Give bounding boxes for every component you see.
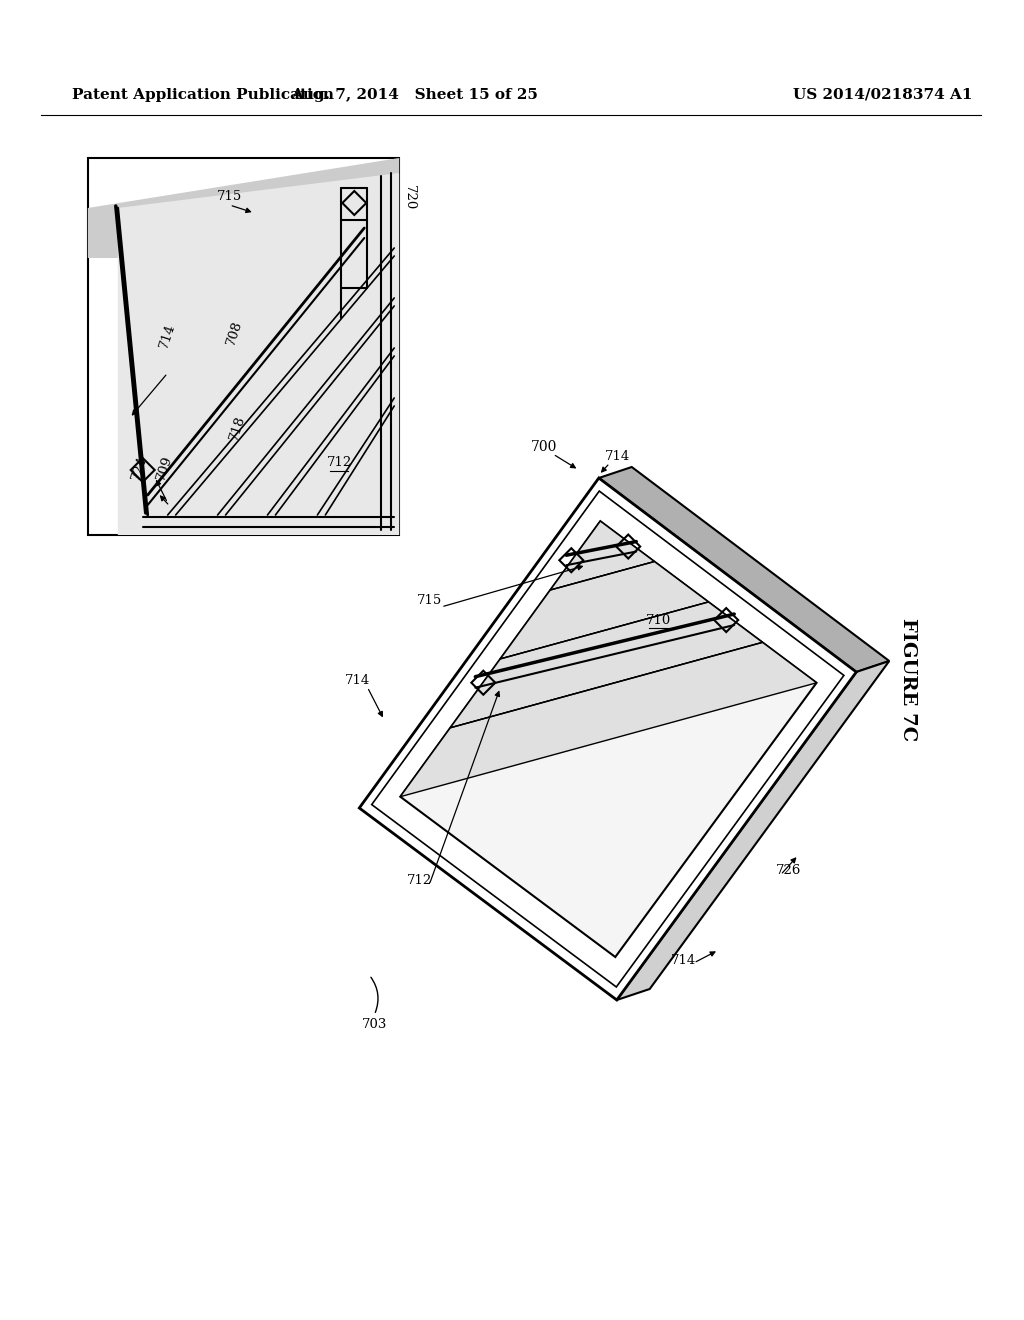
Text: 709: 709 <box>155 454 175 482</box>
Polygon shape <box>400 643 816 797</box>
Text: 726: 726 <box>776 863 801 876</box>
Polygon shape <box>359 478 856 1001</box>
Text: 700: 700 <box>530 440 557 454</box>
Text: 715: 715 <box>217 190 242 202</box>
Text: 708: 708 <box>224 319 245 347</box>
Text: 714: 714 <box>345 673 370 686</box>
Text: 712: 712 <box>407 874 432 887</box>
Text: US 2014/0218374 A1: US 2014/0218374 A1 <box>794 88 973 102</box>
Text: Patent Application Publication: Patent Application Publication <box>72 88 334 102</box>
Text: 715: 715 <box>417 594 441 606</box>
Bar <box>88 158 399 535</box>
Polygon shape <box>88 158 399 257</box>
Text: FIGURE 7C: FIGURE 7C <box>899 618 918 742</box>
Text: 714: 714 <box>158 322 178 350</box>
Text: 714: 714 <box>671 953 696 966</box>
Polygon shape <box>616 661 889 1001</box>
Polygon shape <box>400 521 816 957</box>
Text: 712: 712 <box>327 457 352 470</box>
Polygon shape <box>599 467 889 672</box>
Polygon shape <box>550 521 654 590</box>
Text: 714: 714 <box>605 450 631 462</box>
Text: 724: 724 <box>130 454 150 482</box>
Text: 710: 710 <box>646 614 672 627</box>
Text: Aug. 7, 2014   Sheet 15 of 25: Aug. 7, 2014 Sheet 15 of 25 <box>291 88 538 102</box>
Polygon shape <box>118 173 399 535</box>
Polygon shape <box>501 561 709 659</box>
Text: 720: 720 <box>402 185 416 211</box>
Text: 718: 718 <box>227 414 248 442</box>
Text: 703: 703 <box>361 1019 387 1031</box>
Polygon shape <box>451 602 763 727</box>
